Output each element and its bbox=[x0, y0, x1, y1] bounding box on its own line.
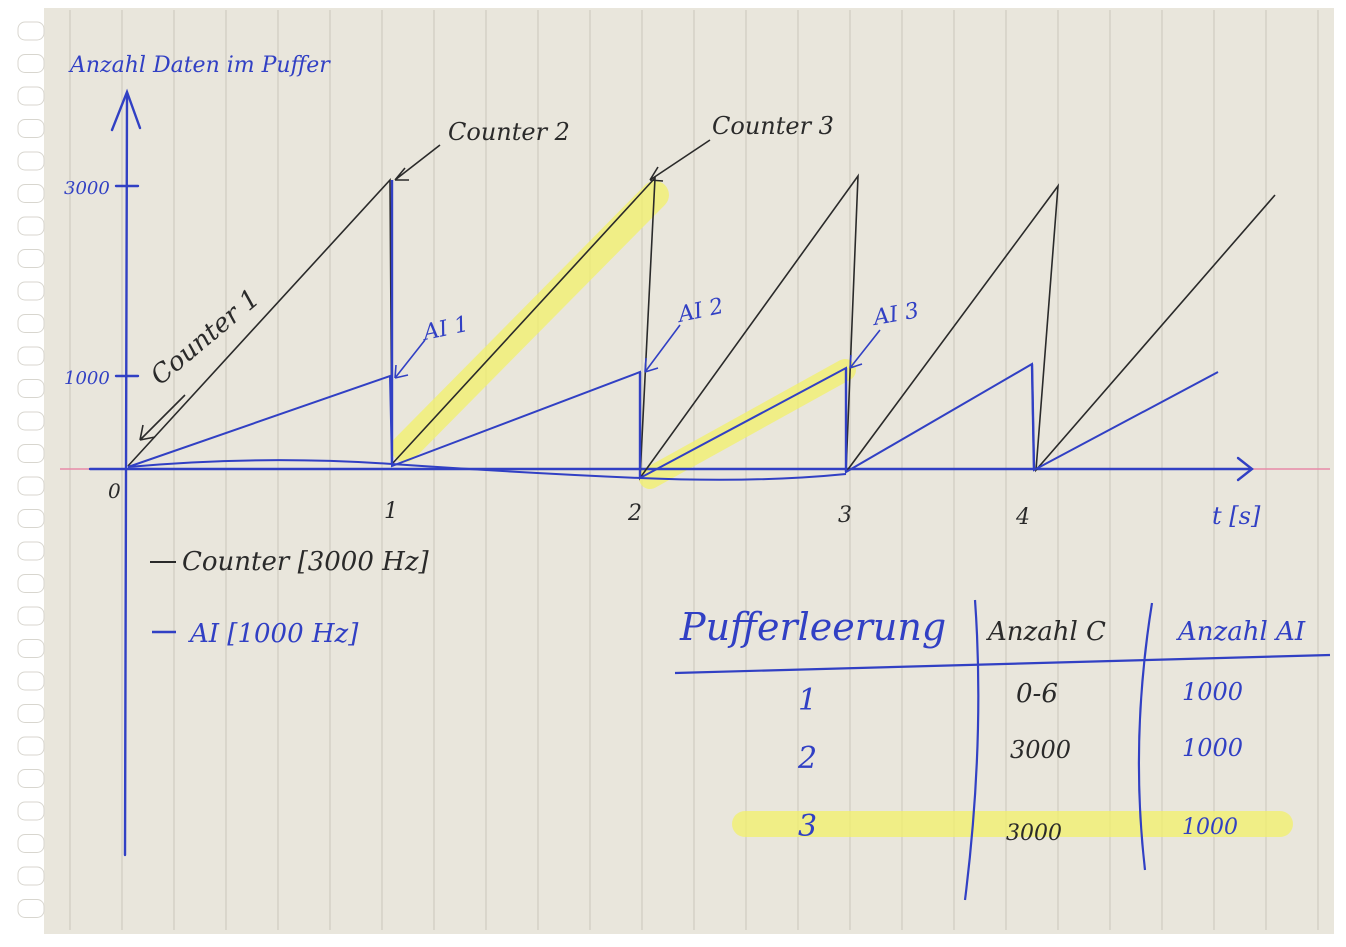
x-tick-label-2: 2 bbox=[627, 501, 642, 526]
paper-sheet bbox=[44, 8, 1334, 934]
table-row1-col1: 1 bbox=[798, 683, 817, 718]
y-axis-label: Anzahl Daten im Puffer bbox=[68, 53, 331, 78]
table-header-anzahl-ai: Anzahl AI bbox=[1176, 617, 1306, 647]
drop-marker-4 bbox=[1030, 363, 1036, 471]
y-axis-arrowhead bbox=[110, 88, 142, 132]
spiral-hole bbox=[17, 21, 45, 41]
table-divider-2 bbox=[1137, 602, 1154, 871]
origin-label: 0 bbox=[108, 479, 121, 503]
spiral-hole bbox=[17, 899, 45, 918]
table-row2-col3: 1000 bbox=[1182, 734, 1243, 762]
y-tick-label-3000: 3000 bbox=[64, 178, 110, 199]
highlighter-marks bbox=[391, 181, 1293, 837]
spiral-hole bbox=[17, 281, 45, 301]
legend-counter-label: Counter [3000 Hz] bbox=[182, 547, 430, 577]
spiral-hole bbox=[17, 671, 45, 691]
counter3-arrow bbox=[649, 139, 711, 182]
spiral-hole bbox=[17, 639, 45, 658]
spiral-hole bbox=[17, 866, 45, 886]
spiral-hole bbox=[17, 444, 45, 463]
ai1-arrow bbox=[394, 339, 426, 379]
y-axis bbox=[123, 93, 129, 857]
table-row1-col3: 1000 bbox=[1182, 678, 1243, 706]
counter1-arrow bbox=[139, 394, 186, 441]
table-row1-col2: 0-6 bbox=[1016, 679, 1058, 709]
table-row3-col2: 3000 bbox=[1006, 821, 1062, 846]
table-row2-col2: 3000 bbox=[1010, 736, 1071, 764]
spiral-hole bbox=[17, 574, 45, 593]
spiral-hole bbox=[17, 606, 45, 626]
table-row3-col1: 3 bbox=[798, 809, 817, 844]
spiral-hole bbox=[17, 184, 45, 203]
spiral-hole bbox=[17, 769, 45, 788]
table-row2-col1: 2 bbox=[797, 741, 817, 776]
counter2-label: Counter 2 bbox=[448, 118, 570, 146]
x-axis-label: t [s] bbox=[1212, 502, 1261, 530]
ai3-arrow bbox=[849, 329, 881, 369]
counter3-label: Counter 3 bbox=[712, 112, 834, 140]
spiral-hole bbox=[17, 411, 45, 431]
spiral-hole bbox=[17, 509, 45, 528]
spiral-hole bbox=[17, 54, 45, 73]
spiral-hole bbox=[17, 216, 45, 236]
table-row3-col3: 1000 bbox=[1182, 815, 1238, 840]
highlight-counter2-ramp bbox=[391, 181, 669, 462]
spiral-hole bbox=[17, 704, 45, 723]
spiral-hole bbox=[17, 834, 45, 853]
counter2-arrow bbox=[394, 144, 441, 181]
spiral-hole bbox=[17, 151, 45, 171]
highlight-ai3-ramp bbox=[639, 359, 856, 489]
table-header-anzahl-c: Anzahl C bbox=[986, 617, 1106, 647]
buffer-table: Pufferleerung Anzahl C Anzahl AI 1 0-6 1… bbox=[674, 599, 1331, 901]
ai-series bbox=[127, 180, 1219, 481]
spiral-hole bbox=[17, 346, 45, 366]
spiral-hole bbox=[17, 249, 45, 268]
spiral-hole bbox=[17, 476, 45, 496]
spiral-hole bbox=[17, 379, 45, 398]
ai2-arrow bbox=[644, 324, 681, 373]
spiral-hole bbox=[17, 314, 45, 333]
legend-ai-label: AI [1000 Hz] bbox=[188, 619, 359, 649]
x-tick-label-3: 3 bbox=[838, 503, 852, 528]
table-header-rule bbox=[674, 653, 1331, 675]
table-divider-1 bbox=[963, 599, 980, 901]
x-axis-arrowhead bbox=[1236, 456, 1254, 482]
spiral-holes bbox=[17, 21, 45, 918]
counter-arrows bbox=[139, 139, 711, 441]
spiral-hole bbox=[17, 119, 45, 138]
ai-baseline-curve bbox=[127, 459, 847, 481]
axes bbox=[88, 88, 1254, 857]
spiral-hole bbox=[17, 801, 45, 821]
table-header-pufferleerung: Pufferleerung bbox=[679, 605, 946, 649]
x-tick-label-1: 1 bbox=[384, 499, 398, 524]
spiral-hole bbox=[17, 86, 45, 106]
legend: Counter [3000 Hz] AI [1000 Hz] bbox=[150, 547, 430, 649]
spiral-hole bbox=[17, 736, 45, 756]
x-tick-label-4: 4 bbox=[1015, 505, 1030, 530]
ai-arrows bbox=[394, 324, 881, 379]
y-tick-label-1000: 1000 bbox=[64, 368, 110, 389]
spiral-hole bbox=[17, 541, 45, 561]
